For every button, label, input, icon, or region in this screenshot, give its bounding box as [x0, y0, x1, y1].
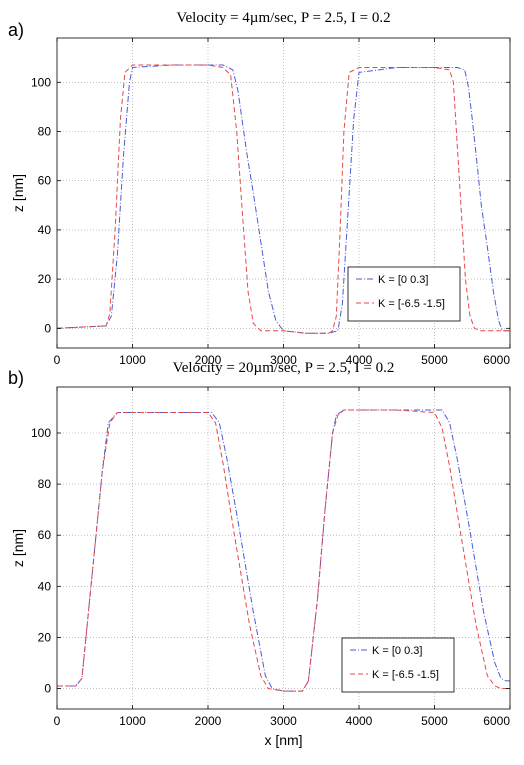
- x-tick-label: 2000: [195, 353, 222, 367]
- y-tick-label: 80: [38, 124, 52, 138]
- chart-panel-a: a) Velocity = 4µm/sec, P = 2.5, I = 0.2 0 1…: [8, 10, 511, 367]
- x-tick-label: 3000: [270, 714, 297, 728]
- x-tick-label: 1000: [119, 714, 146, 728]
- y-tick-label: 20: [38, 272, 52, 286]
- series-line-k-neg6.5-neg1.5: [57, 409, 510, 692]
- y-axis-label: z [nm]: [10, 529, 26, 567]
- x-tick-label: 0: [54, 714, 61, 728]
- panel-label: a): [8, 20, 24, 40]
- x-tick-label: 6000: [483, 353, 510, 367]
- y-tick-label: 0: [44, 321, 51, 335]
- legend: K = [0 0.3] K = [-6.5 -1.5]: [341, 637, 455, 693]
- legend-box: [347, 266, 461, 322]
- y-tick-label: 20: [38, 630, 52, 644]
- chart-title: Velocity = 20µm/sec, P = 2.5, I = 0.2: [173, 360, 395, 376]
- x-tick-label: 1000: [119, 353, 146, 367]
- y-tick-label: 80: [38, 477, 52, 491]
- x-tick-label: 2000: [195, 714, 222, 728]
- y-axis-label: z [nm]: [10, 174, 26, 212]
- x-tick-label: 5000: [421, 714, 448, 728]
- legend: K = [0 0.3] K = [-6.5 -1.5]: [347, 266, 461, 322]
- legend-label: K = [-6.5 -1.5]: [378, 298, 445, 310]
- y-tick-label: 40: [38, 579, 52, 593]
- panel-label: b): [8, 368, 24, 388]
- legend-label: K = [0 0.3]: [378, 274, 428, 286]
- series-line-k-0-0.3: [57, 409, 510, 692]
- x-tick-label: 6000: [483, 714, 510, 728]
- y-tick-label: 100: [31, 75, 51, 89]
- y-tick-label: 0: [44, 682, 51, 696]
- x-tick-label: 0: [54, 353, 61, 367]
- legend-label: K = [0 0.3]: [372, 645, 422, 657]
- series-line-k-neg6.5-neg1.5: [56, 64, 510, 334]
- y-tick-label: 40: [38, 223, 52, 237]
- y-tick-label: 60: [38, 528, 52, 542]
- chart-panel-b: b) Velocity = 20µm/sec, P = 2.5, I = 0.2 0…: [8, 360, 511, 748]
- x-tick-label: 4000: [346, 353, 373, 367]
- x-tick-label: 4000: [346, 714, 373, 728]
- legend-label: K = [-6.5 -1.5]: [372, 669, 439, 681]
- x-tick-label: 3000: [270, 353, 297, 367]
- x-axis-label: x [nm]: [264, 732, 302, 748]
- x-tick-label: 5000: [421, 353, 448, 367]
- legend-box: [341, 637, 455, 693]
- chart-title: Velocity = 4µm/sec, P = 2.5, I = 0.2: [176, 10, 390, 26]
- y-tick-label: 60: [38, 174, 52, 188]
- y-tick-label: 100: [31, 426, 51, 440]
